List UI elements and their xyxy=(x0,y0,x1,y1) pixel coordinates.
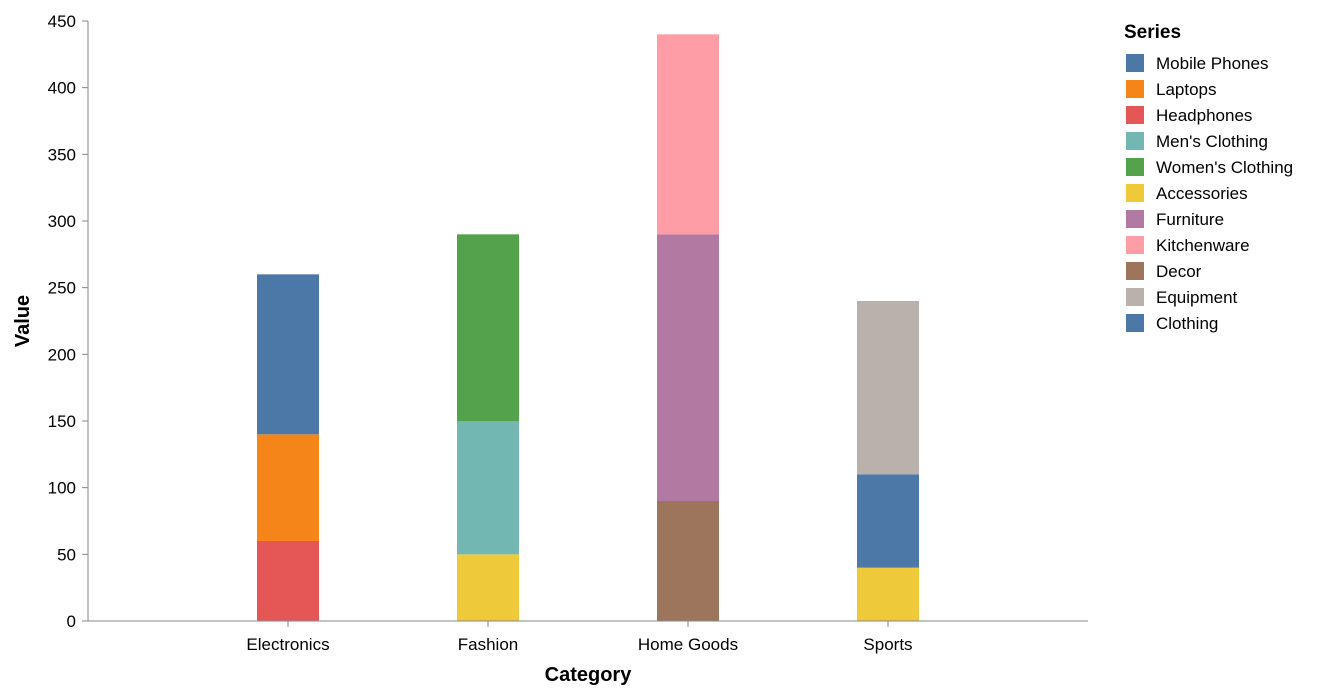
bars-layer xyxy=(257,34,919,621)
bar-sports-accessories xyxy=(857,567,919,621)
y-tick-label: 400 xyxy=(48,79,76,98)
legend-swatch xyxy=(1126,236,1144,254)
y-axis-title: Value xyxy=(12,295,34,347)
legend-swatch xyxy=(1126,158,1144,176)
x-axis-title: Category xyxy=(545,664,633,686)
legend-swatch xyxy=(1126,184,1144,202)
legend-label: Decor xyxy=(1156,262,1202,281)
legend-swatch xyxy=(1126,80,1144,98)
legend-label: Headphones xyxy=(1156,106,1252,125)
legend-label: Laptops xyxy=(1156,80,1217,99)
y-tick-label: 150 xyxy=(48,412,76,431)
legend-swatch xyxy=(1126,262,1144,280)
legend: Series Mobile Phones Laptops Headphones Men… xyxy=(1124,22,1293,333)
bar-home-goods-kitchenware xyxy=(657,34,719,235)
y-tick-label: 450 xyxy=(48,12,76,31)
legend-swatch xyxy=(1126,314,1144,332)
y-tick-label: 350 xyxy=(48,145,76,164)
y-tick-label: 100 xyxy=(48,479,76,498)
bar-electronics-mobile-phones xyxy=(257,274,319,435)
legend-swatch xyxy=(1126,106,1144,124)
legend-label: Mobile Phones xyxy=(1156,54,1268,73)
x-axis: Electronics Fashion Home Goods Sports xyxy=(88,620,1088,654)
bar-fashion-women-s-clothing xyxy=(457,234,519,421)
x-tick-label: Electronics xyxy=(246,635,329,654)
legend-label: Furniture xyxy=(1156,210,1224,229)
bar-home-goods-decor xyxy=(657,501,719,621)
bar-fashion-men-s-clothing xyxy=(457,421,519,555)
bar-home-goods-furniture xyxy=(657,234,719,502)
legend-swatch xyxy=(1126,132,1144,150)
legend-label: Women's Clothing xyxy=(1156,158,1293,177)
legend-label: Accessories xyxy=(1156,184,1248,203)
bar-electronics-headphones xyxy=(257,541,319,621)
legend-swatch xyxy=(1126,210,1144,228)
bar-sports-equipment xyxy=(857,301,919,475)
legend-label: Clothing xyxy=(1156,314,1218,333)
y-tick-label: 200 xyxy=(48,345,76,364)
x-tick-label: Home Goods xyxy=(638,635,738,654)
y-tick-label: 0 xyxy=(67,612,76,631)
y-tick-label: 300 xyxy=(48,212,76,231)
bar-electronics-laptops xyxy=(257,434,319,541)
x-tick-label: Sports xyxy=(863,635,912,654)
y-tick-label: 50 xyxy=(57,545,76,564)
legend-title: Series xyxy=(1124,22,1181,43)
y-tick-label: 250 xyxy=(48,279,76,298)
y-axis: 0 50 100 150 200 250 300 350 400 450 xyxy=(48,12,89,631)
legend-swatch xyxy=(1126,54,1144,72)
bar-fashion-accessories xyxy=(457,554,519,621)
legend-label: Men's Clothing xyxy=(1156,132,1268,151)
legend-label: Equipment xyxy=(1156,288,1238,307)
legend-label: Kitchenware xyxy=(1156,236,1250,255)
legend-swatch xyxy=(1126,288,1144,306)
x-tick-label: Fashion xyxy=(458,635,518,654)
bar-sports-clothing xyxy=(857,474,919,568)
